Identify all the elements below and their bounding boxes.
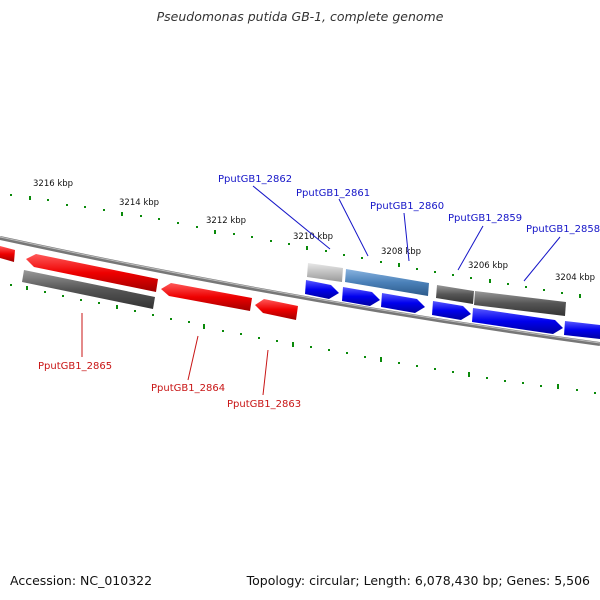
cds-feature-forward bbox=[472, 308, 563, 334]
tick-label: 3208 kbp bbox=[381, 247, 421, 257]
label-leaders-bottom bbox=[81, 313, 269, 396]
gene-feature bbox=[22, 270, 155, 309]
genome-backbone-highlight bbox=[0, 236, 600, 344]
cds-feature-reverse bbox=[255, 299, 298, 320]
cds-feature-forward bbox=[305, 280, 339, 299]
outer-ticks bbox=[10, 194, 581, 298]
label-leaders-top bbox=[252, 185, 561, 282]
genome-backbone bbox=[0, 236, 600, 346]
gene-label: PputGB1_2863 bbox=[227, 399, 301, 410]
gene-label: PputGB1_2862 bbox=[218, 174, 292, 185]
gene-feature bbox=[474, 291, 566, 316]
inner-ticks bbox=[10, 284, 596, 394]
accession-label: Accession: NC_010322 bbox=[10, 573, 153, 588]
gene-label: PputGB1_2865 bbox=[38, 361, 112, 372]
cds-feature-forward bbox=[342, 287, 380, 306]
tick-label: 3216 kbp bbox=[33, 179, 73, 189]
gene-label: PputGB1_2861 bbox=[296, 188, 370, 199]
map-title: Pseudomonas putida GB-1, complete genome bbox=[156, 9, 444, 24]
gene-label: PputGB1_2858 bbox=[526, 224, 600, 235]
gene-label: PputGB1_2859 bbox=[448, 213, 522, 224]
gene-feature bbox=[436, 285, 474, 304]
cds-feature-forward bbox=[432, 301, 471, 320]
genome-summary: Topology: circular; Length: 6,078,430 bp… bbox=[246, 573, 590, 588]
tick-label: 3212 kbp bbox=[206, 216, 246, 226]
tick-label: 3206 kbp bbox=[468, 261, 508, 271]
tick-label: 3210 kbp bbox=[293, 232, 333, 242]
cds-feature-reverse bbox=[26, 254, 158, 292]
tick-label: 3214 kbp bbox=[119, 198, 159, 208]
tick-label: 3204 kbp bbox=[555, 273, 595, 283]
gene-label: PputGB1_2864 bbox=[151, 383, 225, 394]
rna-feature bbox=[345, 269, 429, 296]
cds-feature-reverse bbox=[161, 283, 252, 311]
gene-label: PputGB1_2860 bbox=[370, 201, 444, 212]
cds-feature-forward bbox=[564, 321, 600, 339]
cds-feature-reverse bbox=[0, 246, 15, 262]
cds-feature-forward bbox=[381, 293, 425, 313]
pseudogene-feature bbox=[307, 263, 343, 282]
